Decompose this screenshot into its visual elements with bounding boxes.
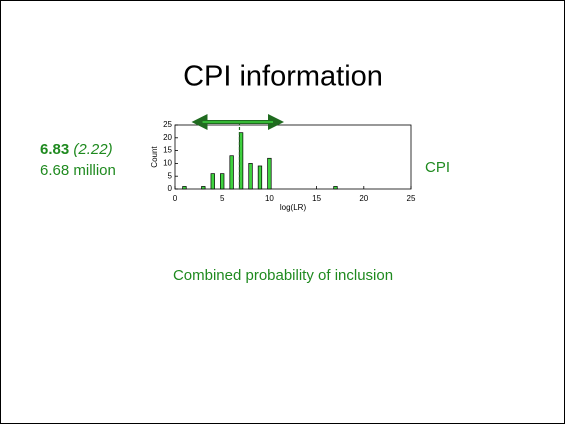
- count-text: 6.68 million: [40, 162, 116, 179]
- y-tick-label: 15: [163, 146, 172, 155]
- bar: [210, 173, 215, 190]
- x-tick-label: 0: [173, 194, 178, 203]
- sd: (2.22): [73, 141, 112, 158]
- bar: [333, 186, 338, 190]
- x-tick-label: 5: [220, 194, 225, 203]
- y-axis-label: Count: [150, 146, 159, 168]
- x-tick-label: 25: [407, 194, 416, 203]
- chart: 0 5 10 15 20 25 0 5 10 15 20 25 log(LR) Count: [150, 114, 416, 212]
- bar: [248, 163, 253, 190]
- y-tick-label: 20: [163, 133, 172, 142]
- bar: [229, 155, 234, 190]
- y-tick-label: 5: [168, 171, 173, 180]
- mean-value: 6.83 (2.22): [40, 141, 113, 158]
- x-axis-label: log(LR): [280, 203, 307, 212]
- x-tick-label: 20: [359, 194, 368, 203]
- y-tick-label: 25: [163, 120, 172, 129]
- x-tick-label: 15: [312, 194, 321, 203]
- y-tick-label: 10: [163, 159, 172, 168]
- plot-frame: [174, 124, 412, 190]
- side-label: CPI: [425, 159, 450, 176]
- bar: [182, 186, 187, 190]
- x-tick-label: 10: [265, 194, 274, 203]
- mean: 6.83: [40, 141, 69, 158]
- bar: [267, 157, 272, 190]
- y-tick-label: 0: [168, 184, 173, 193]
- bar: [238, 132, 244, 190]
- bar: [220, 173, 225, 190]
- bar: [257, 165, 263, 190]
- slide-title: CPI information: [183, 61, 383, 93]
- caption: Combined probability of inclusion: [173, 267, 393, 284]
- bar: [201, 186, 206, 190]
